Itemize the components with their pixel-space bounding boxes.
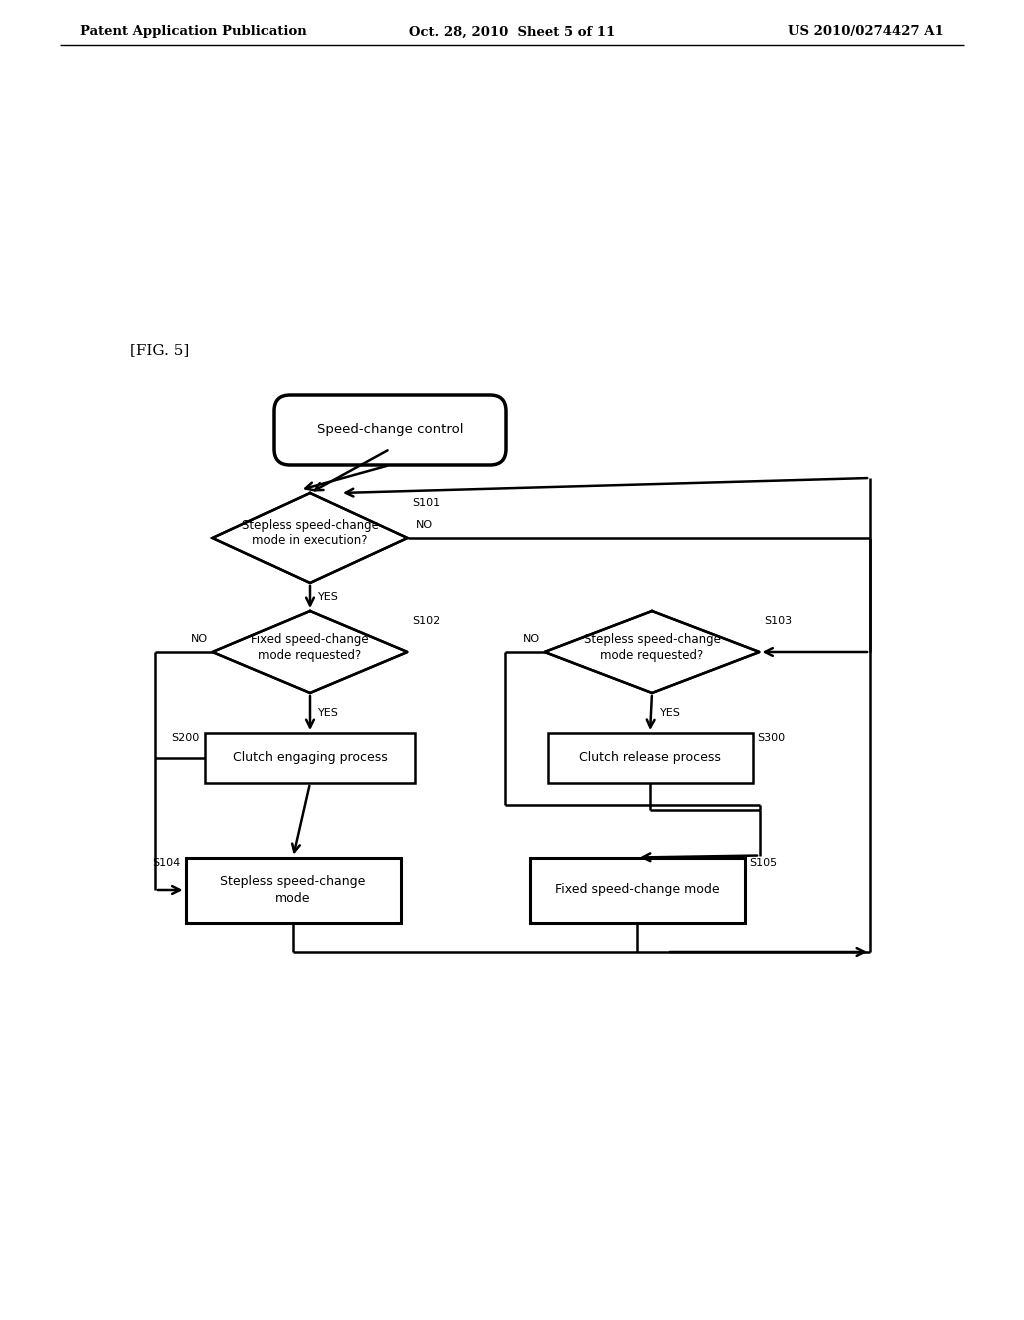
Text: YES: YES: [318, 708, 339, 718]
Text: NO: NO: [416, 520, 432, 531]
Bar: [529, 858, 744, 923]
Text: Clutch engaging process: Clutch engaging process: [232, 751, 387, 764]
Bar: [205, 733, 415, 783]
Bar: [548, 733, 753, 783]
Text: Fixed speed-change
mode requested?: Fixed speed-change mode requested?: [251, 634, 369, 663]
Text: Stepless speed-change
mode requested?: Stepless speed-change mode requested?: [584, 634, 721, 663]
Text: S102: S102: [413, 616, 440, 626]
Text: Stepless speed-change
mode: Stepless speed-change mode: [220, 875, 366, 904]
Bar: [185, 858, 400, 923]
Text: S200: S200: [172, 733, 200, 743]
Polygon shape: [213, 611, 408, 693]
FancyBboxPatch shape: [274, 395, 506, 465]
Text: Patent Application Publication: Patent Application Publication: [80, 25, 307, 38]
Text: NO: NO: [522, 634, 540, 644]
Text: S101: S101: [413, 498, 440, 508]
Text: Fixed speed-change mode: Fixed speed-change mode: [555, 883, 719, 896]
Text: Stepless speed-change
mode in execution?: Stepless speed-change mode in execution?: [242, 519, 379, 548]
Text: S103: S103: [765, 616, 793, 626]
Text: US 2010/0274427 A1: US 2010/0274427 A1: [788, 25, 944, 38]
Text: S105: S105: [750, 858, 777, 867]
Polygon shape: [545, 611, 760, 693]
Text: Oct. 28, 2010  Sheet 5 of 11: Oct. 28, 2010 Sheet 5 of 11: [409, 25, 615, 38]
Text: Clutch release process: Clutch release process: [579, 751, 721, 764]
Text: S300: S300: [758, 733, 785, 743]
Text: [FIG. 5]: [FIG. 5]: [130, 343, 189, 356]
Text: YES: YES: [660, 708, 681, 718]
Text: Speed-change control: Speed-change control: [316, 424, 463, 437]
Polygon shape: [213, 492, 408, 583]
Text: NO: NO: [190, 634, 208, 644]
Text: S104: S104: [153, 858, 180, 867]
Text: YES: YES: [318, 591, 339, 602]
